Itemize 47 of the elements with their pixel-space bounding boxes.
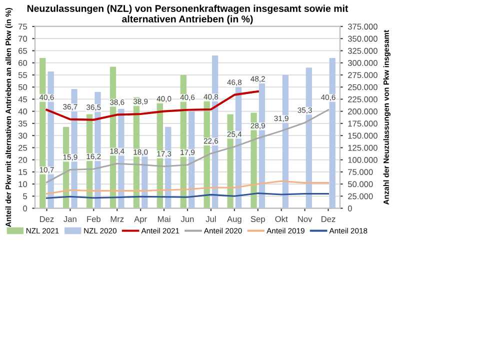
x-tick-label: Mai: [158, 216, 170, 222]
x-tick-label: Jun: [180, 216, 194, 222]
x-tick-label: Okt: [275, 216, 288, 222]
y-tick-label: 20: [18, 156, 28, 163]
y-tick-label: 45: [18, 96, 28, 102]
y-tick-label: 70: [18, 36, 28, 42]
y2-tick-label: 325.000: [348, 48, 378, 54]
x-tick-label: Jan: [64, 216, 76, 222]
y2-tick-label: 200.000: [348, 108, 378, 114]
y2-tick-label: 125.000: [348, 144, 378, 151]
y-tick-label: 15: [18, 169, 28, 176]
x-tick-label: Nov: [298, 216, 312, 222]
y-tick-label: 5: [23, 193, 28, 200]
x-tick-label: Dez: [40, 216, 54, 222]
x-tick-label: Dez: [322, 216, 336, 222]
line-series: [46, 180, 330, 194]
y2-tick-label: 75.000: [348, 169, 373, 176]
y-tick-label: 65: [18, 48, 28, 54]
y2-tick-label: 250.000: [348, 84, 378, 90]
x-tick-label: Feb: [87, 216, 100, 222]
y2-tick-label: 275.000: [348, 72, 378, 78]
y-tick-label: 30: [18, 132, 28, 139]
x-tick-label: Jul: [206, 216, 216, 222]
y2-tick-label: 25.000: [348, 193, 373, 200]
y2-tick-label: 375.000: [348, 24, 378, 30]
y2-tick-label: 300.000: [348, 60, 378, 66]
y-tick-label: 40: [18, 108, 28, 114]
y2-tick-label: 0: [348, 205, 352, 212]
y-tick-label: 75: [18, 24, 28, 30]
y2-tick-label: 150.000: [348, 132, 378, 139]
y-tick-label: 25: [18, 144, 28, 151]
y-tick-label: 50: [18, 84, 28, 90]
y-tick-label: 60: [18, 60, 28, 66]
y2-tick-label: 175.000: [348, 120, 378, 127]
x-tick-label: Sep: [250, 216, 265, 224]
x-tick-label: Mrz: [110, 216, 124, 222]
y2-tick-label: 50.000: [348, 181, 373, 188]
y2-tick-label: 225.000: [348, 96, 378, 102]
y-tick-label: 35: [18, 120, 28, 127]
x-tick-label: Apr: [134, 216, 147, 224]
y-tick-label: 10: [18, 181, 28, 188]
y-tick-label: 55: [18, 72, 28, 78]
x-tick-label: Aug: [227, 216, 242, 224]
y2-tick-label: 100.000: [348, 156, 378, 163]
y-tick-label: 0: [23, 205, 28, 212]
y2-tick-label: 350.000: [348, 36, 378, 42]
chart-title: Neuzulassungen (NZL) von Personenkraftwagen insgesamt sowie mit alternativen Antrieben (in %): [27, 4, 348, 24]
